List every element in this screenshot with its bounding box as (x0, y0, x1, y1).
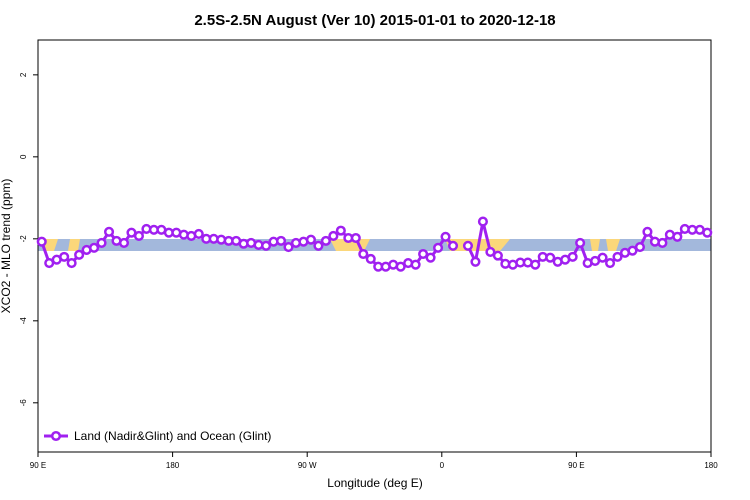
data-point (597, 252, 608, 263)
data-point (425, 252, 436, 263)
data-point (66, 257, 77, 269)
data-point (261, 240, 272, 251)
data-point (567, 251, 578, 262)
data-point (605, 257, 616, 269)
data-point (545, 252, 556, 263)
y-tick-label: -2 (19, 235, 28, 243)
data-point (335, 225, 346, 236)
data-point (702, 227, 713, 238)
data-point (36, 236, 47, 247)
data-point (612, 251, 623, 262)
data-point (133, 230, 144, 242)
y-tick-label: 2 (19, 72, 28, 77)
data-point (657, 237, 668, 248)
data-point (320, 235, 331, 246)
data-point (118, 237, 130, 248)
data-point (89, 242, 100, 253)
data-point (418, 248, 429, 260)
data-point (462, 240, 474, 251)
data-point (447, 240, 459, 251)
data-point (492, 250, 503, 261)
data-point (642, 226, 653, 237)
data-point (433, 242, 444, 253)
data-point (365, 253, 376, 264)
y-tick-label: -6 (19, 399, 28, 407)
legend-label: Land (Nadir&Glint) and Ocean (Glint) (74, 429, 271, 443)
y-tick-label: -4 (19, 317, 28, 325)
x-tick-label: 90 E (30, 461, 46, 470)
data-point (634, 241, 646, 253)
data-point (410, 259, 421, 270)
data-point (477, 216, 488, 227)
data-point (305, 234, 316, 245)
x-tick-label: 180 (166, 461, 180, 470)
legend-marker (50, 430, 62, 442)
y-tick-label: 0 (19, 154, 28, 159)
y-axis-label: XCO2 - MLO trend (ppm) (0, 179, 13, 314)
data-point (103, 226, 115, 237)
plot-frame (37, 39, 712, 453)
data-point (470, 256, 481, 267)
data-point (328, 230, 339, 242)
x-axis-label: Longitude (deg E) (327, 476, 422, 490)
x-tick-label: 0 (440, 461, 445, 470)
data-point (275, 235, 287, 246)
data-point (313, 240, 324, 251)
data-point (193, 228, 204, 239)
data-point (672, 231, 683, 242)
chart-title: 2.5S-2.5N August (Ver 10) 2015-01-01 to … (194, 12, 555, 29)
data-point (358, 248, 369, 260)
data-point (283, 241, 294, 253)
data-point (74, 249, 85, 260)
x-tick-label: 180 (704, 461, 718, 470)
data-point (395, 261, 406, 272)
data-point (59, 251, 70, 262)
data-point (485, 246, 496, 257)
data-point (530, 259, 541, 270)
x-tick-label: 90 E (568, 461, 584, 470)
x-tick-label: 90 W (298, 461, 317, 470)
data-point (575, 237, 586, 248)
data-point (96, 237, 107, 248)
data-point (627, 245, 638, 256)
data-point (350, 232, 361, 244)
data-point (440, 231, 451, 242)
